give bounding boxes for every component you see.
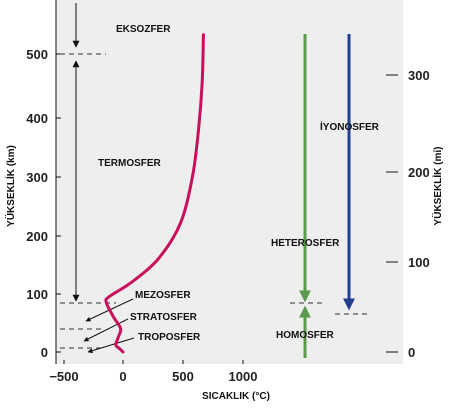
troposphere-pointer [87,337,135,354]
y-tick-label: 200 [26,229,48,244]
y-tick-label: 300 [26,170,48,185]
x-axis-title: SICAKLIK (°C) [202,391,270,402]
stratosphere-pointer [83,318,129,342]
x-ticks [63,360,244,364]
y-tick-label: 500 [26,47,48,62]
layer-label-homosphere: HOMOSFER [276,330,335,341]
right-tick-labels: 0 100 200 300 [408,68,430,360]
layer-label-exosphere: EKSOZFER [116,24,171,35]
y-axis-title: YÜKSEKLİK (km) [4,145,17,227]
layer-label-thermosphere: TERMOSFER [98,158,162,169]
x-tick-label: 1000 [229,369,258,384]
layer-label-troposphere: TROPOSFER [138,332,201,343]
y-tick-label: 0 [41,345,48,360]
left-tick-labels: 0 100 200 300 400 500 [26,47,48,360]
y2-tick-label: 300 [408,68,430,83]
x-tick-labels: −500 0 500 1000 [49,369,257,384]
y-tick-label: 100 [26,287,48,302]
layer-label-heterosphere: HETEROSFER [271,238,340,249]
y2-tick-label: 0 [408,345,415,360]
y-tick-label: 400 [26,111,48,126]
y2-tick-label: 200 [408,165,430,180]
layer-label-mesosphere: MEZOSFER [135,290,191,301]
x-tick-label: −500 [49,369,78,384]
layer-label-stratosphere: STRATOSFER [130,312,198,323]
temperature-curve [104,33,205,354]
y2-tick-label: 100 [408,255,430,270]
right-ticks [386,74,398,353]
x-tick-label: 0 [119,369,126,384]
left-ticks [56,53,61,353]
layer-label-ionosphere: İYONOSFER [320,120,380,133]
y2-axis-title: YÜKSEKLİK (mi) [431,147,444,226]
x-tick-label: 500 [172,369,194,384]
